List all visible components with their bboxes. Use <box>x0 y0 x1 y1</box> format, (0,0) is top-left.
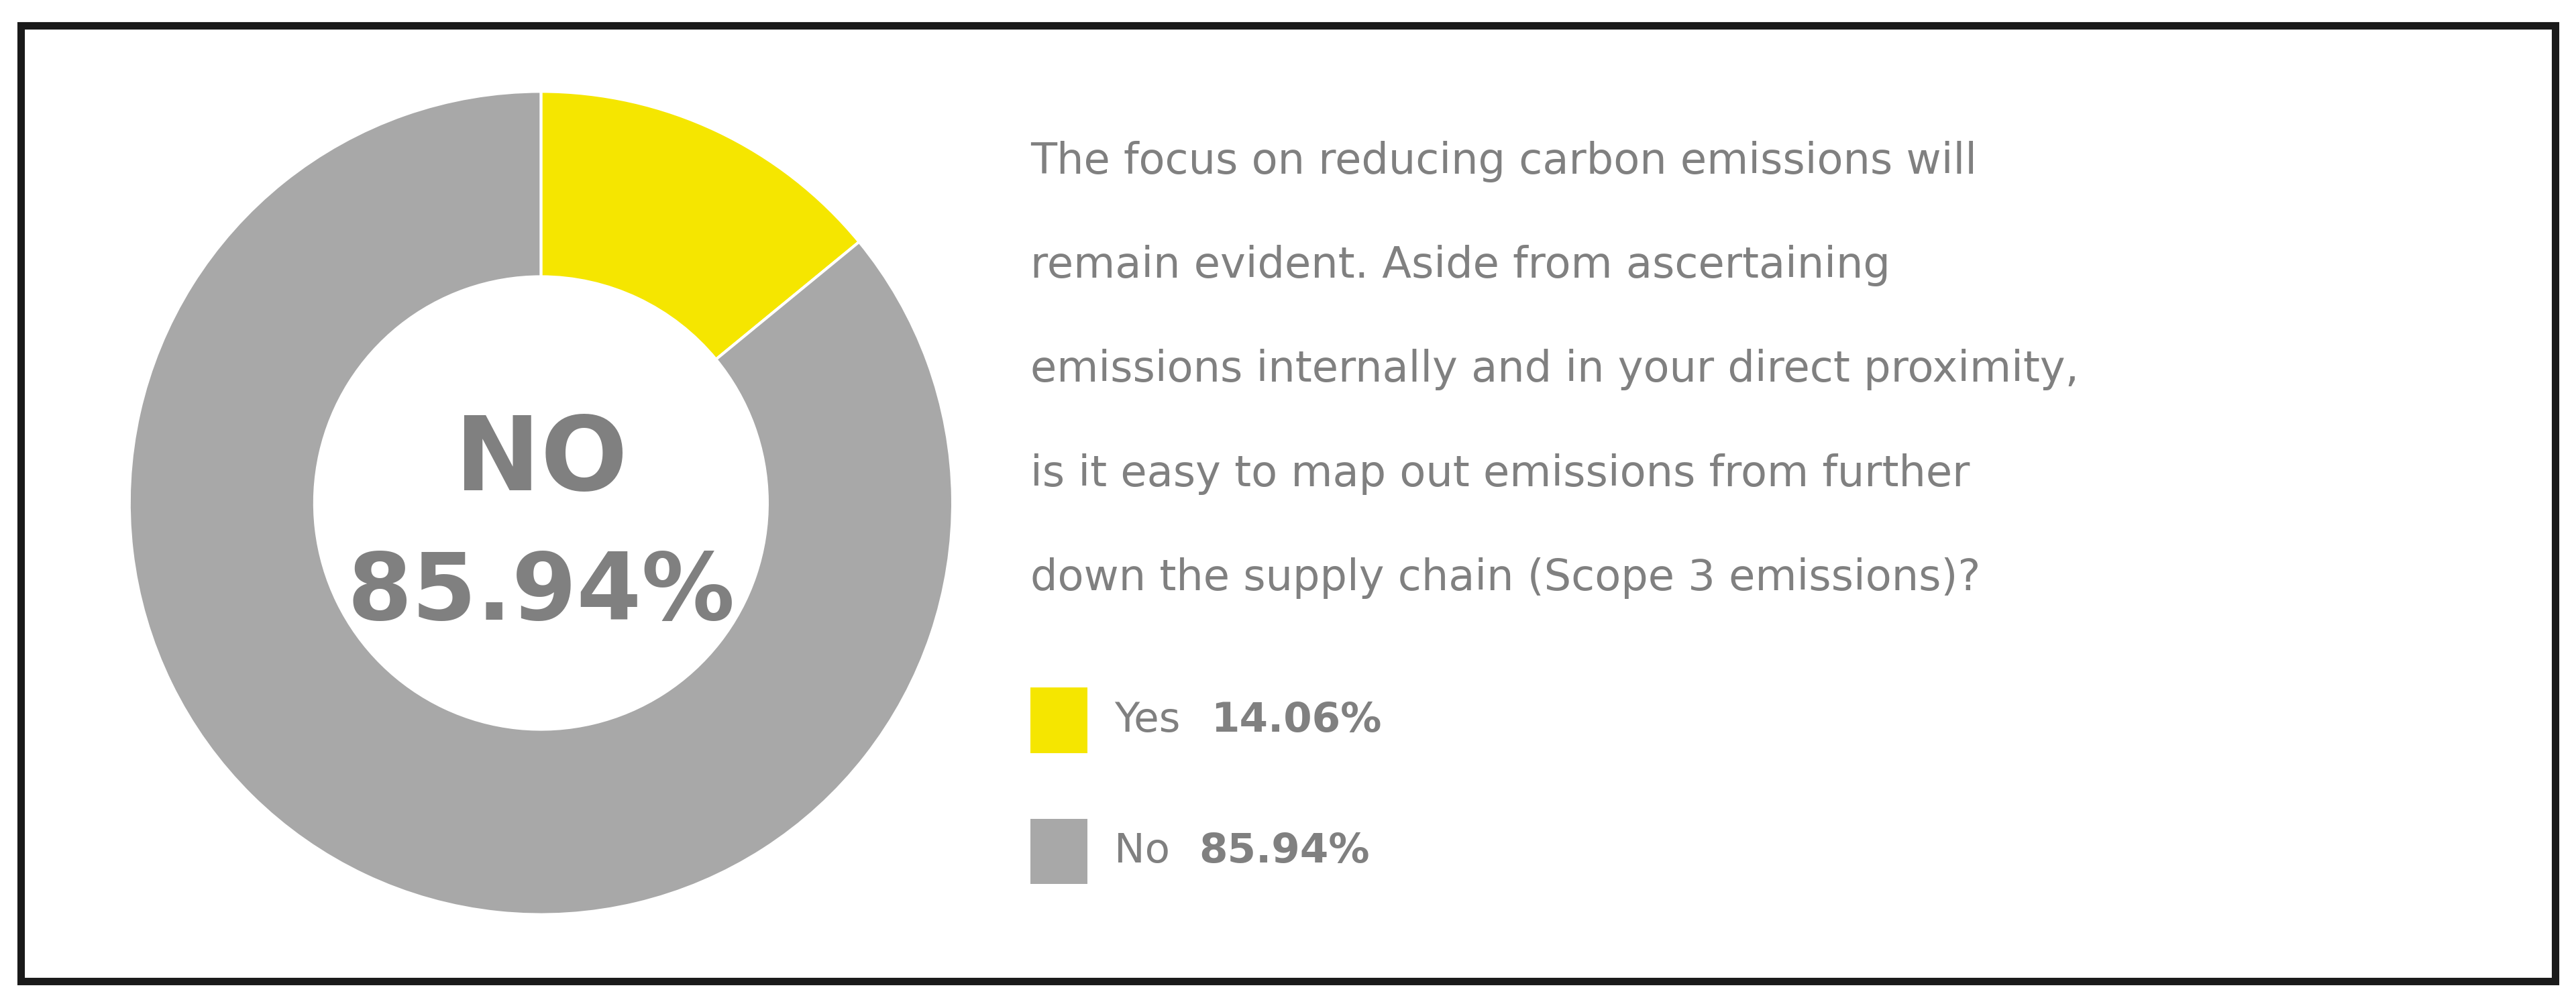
Wedge shape <box>129 92 953 914</box>
Wedge shape <box>541 92 860 359</box>
Text: Yes: Yes <box>1113 700 1193 740</box>
Text: is it easy to map out emissions from further: is it easy to map out emissions from fur… <box>1030 454 1971 495</box>
FancyBboxPatch shape <box>1030 819 1087 884</box>
Text: No: No <box>1113 832 1182 871</box>
Text: 85.94%: 85.94% <box>1200 832 1370 871</box>
FancyBboxPatch shape <box>1030 688 1087 752</box>
Text: The focus on reducing carbon emissions will: The focus on reducing carbon emissions w… <box>1030 141 1976 182</box>
Text: remain evident. Aside from ascertaining: remain evident. Aside from ascertaining <box>1030 245 1891 287</box>
Text: 85.94%: 85.94% <box>348 548 734 639</box>
Text: 14.06%: 14.06% <box>1211 700 1381 740</box>
Text: down the supply chain (Scope 3 emissions)?: down the supply chain (Scope 3 emissions… <box>1030 557 1981 599</box>
Text: NO: NO <box>453 411 629 512</box>
Text: emissions internally and in your direct proximity,: emissions internally and in your direct … <box>1030 349 2079 390</box>
